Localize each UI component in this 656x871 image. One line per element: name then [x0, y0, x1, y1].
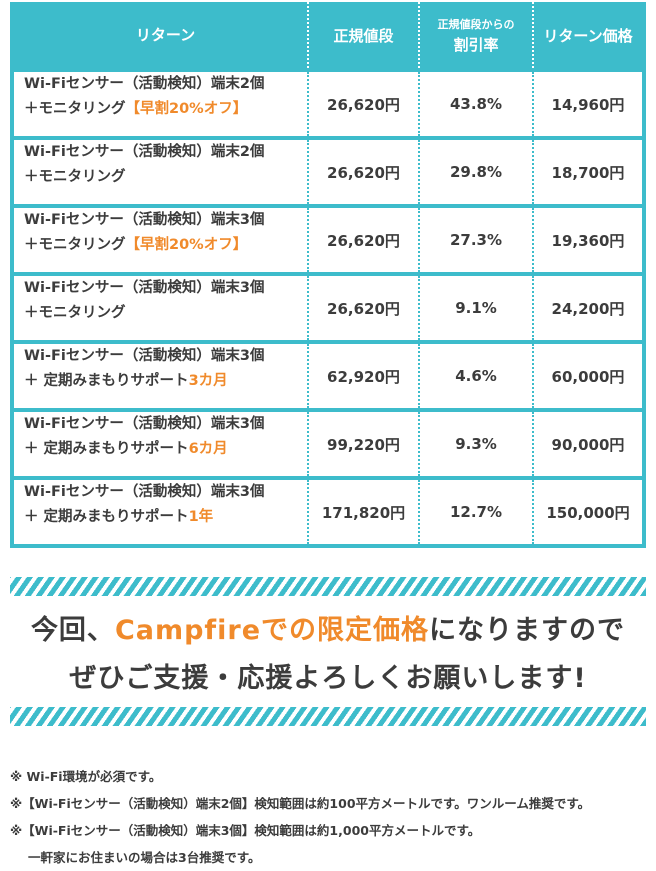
return-line2: ＋モニタリング【早割20%オフ】	[24, 233, 247, 258]
return-price: 18,700円	[532, 140, 642, 204]
note: ※【Wi-Fiセンサー（活動検知）端末3個】検知範囲は約1,000平方メートルで…	[10, 823, 481, 838]
return-highlight: 【早割20%オフ】	[125, 101, 248, 117]
return-line2-text: ＋モニタリング	[24, 101, 126, 117]
header-discount-line2: 割引率	[453, 36, 499, 54]
return-line1: Wi-Fiセンサー（活動検知）端末3個	[24, 348, 265, 364]
discount-rate: 43.8%	[418, 72, 532, 136]
header-return: リターン	[135, 25, 196, 44]
return-line1: Wi-Fiセンサー（活動検知）端末3個	[24, 416, 265, 432]
regular-price: 62,920円	[307, 344, 418, 408]
notes: ※ Wi-Fi環境が必須です。 ※【Wi-Fiセンサー（活動検知）端末2個】検知…	[10, 763, 590, 871]
return-line2-text: ＋モニタリング	[24, 305, 126, 321]
banner-text-post: になりますので	[429, 615, 626, 646]
return-line2: ＋モニタリング【早割20%オフ】	[24, 97, 247, 122]
table-row: Wi-Fiセンサー（活動検知）端末3個 ＋モニタリング 26,620円 9.1%…	[14, 272, 642, 340]
return-line1: Wi-Fiセンサー（活動検知）端末3個	[24, 212, 265, 228]
return-name: Wi-Fiセンサー（活動検知）端末3個 ＋ 定期みまもりサポート6カ月	[14, 412, 307, 476]
table-header: リターン 正規値段 正規値段からの 割引率 リターン価格	[14, 2, 642, 68]
discount-rate: 4.6%	[418, 344, 532, 408]
return-price: 19,360円	[532, 208, 642, 272]
return-highlight: 3カ月	[188, 373, 228, 389]
return-line1: Wi-Fiセンサー（活動検知）端末3個	[24, 484, 265, 500]
return-name: Wi-Fiセンサー（活動検知）端末3個 ＋ 定期みまもりサポート3カ月	[14, 344, 307, 408]
discount-rate: 9.3%	[418, 412, 532, 476]
table-row: Wi-Fiセンサー（活動検知）端末2個 ＋モニタリング 26,620円 29.8…	[14, 136, 642, 204]
return-line2: ＋モニタリング	[24, 165, 126, 190]
return-name: Wi-Fiセンサー（活動検知）端末3個 ＋モニタリング	[14, 276, 307, 340]
regular-price: 171,820円	[307, 480, 418, 544]
pricing-table: リターン 正規値段 正規値段からの 割引率 リターン価格 Wi-Fiセンサー（活…	[10, 2, 646, 548]
regular-price: 26,620円	[307, 208, 418, 272]
return-line2-text: ＋モニタリング	[24, 237, 126, 253]
return-line2-text: ＋ 定期みまもりサポート	[24, 441, 189, 457]
stripe-divider-bottom	[10, 707, 646, 726]
return-line1: Wi-Fiセンサー（活動検知）端末2個	[24, 76, 265, 92]
regular-price: 26,620円	[307, 72, 418, 136]
regular-price: 99,220円	[307, 412, 418, 476]
note: 一軒家にお住まいの場合は3台推奨です。	[28, 850, 261, 865]
return-line2-text: ＋モニタリング	[24, 169, 126, 185]
table-row: Wi-Fiセンサー（活動検知）端末3個 ＋ 定期みまもりサポート6カ月 99,2…	[14, 408, 642, 476]
limited-price-banner: 今回、Campfireでの限定価格になりますので ぜひご支援・応援よろしくお願い…	[10, 607, 646, 703]
return-price: 60,000円	[532, 344, 642, 408]
return-highlight: 【早割20%オフ】	[125, 237, 248, 253]
header-return-price: リターン価格	[532, 2, 642, 68]
return-line2-text: ＋ 定期みまもりサポート	[24, 509, 189, 525]
banner-text-line2: ぜひご支援・応援よろしくお願いします!	[69, 663, 587, 694]
return-price: 150,000円	[532, 480, 642, 544]
return-line1: Wi-Fiセンサー（活動検知）端末3個	[24, 280, 265, 296]
return-price: 90,000円	[532, 412, 642, 476]
header-discount: 正規値段からの 割引率	[418, 2, 532, 68]
table-row: Wi-Fiセンサー（活動検知）端末3個 ＋モニタリング【早割20%オフ】 26,…	[14, 204, 642, 272]
table-row: Wi-Fiセンサー（活動検知）端末3個 ＋ 定期みまもりサポート1年 171,8…	[14, 476, 642, 544]
stripe-divider-top	[10, 577, 646, 596]
return-line2: ＋ 定期みまもりサポート6カ月	[24, 437, 228, 462]
return-name: Wi-Fiセンサー（活動検知）端末3個 ＋モニタリング【早割20%オフ】	[14, 208, 307, 272]
note: ※【Wi-Fiセンサー（活動検知）端末2個】検知範囲は約100平方メートルです。…	[10, 796, 591, 811]
return-line2: ＋モニタリング	[24, 301, 126, 326]
return-line1: Wi-Fiセンサー（活動検知）端末2個	[24, 144, 265, 160]
banner-text-highlight: Campfireでの限定価格	[114, 615, 430, 646]
return-price: 14,960円	[532, 72, 642, 136]
return-highlight: 6カ月	[188, 441, 228, 457]
regular-price: 26,620円	[307, 140, 418, 204]
regular-price: 26,620円	[307, 276, 418, 340]
discount-rate: 9.1%	[418, 276, 532, 340]
banner-text-pre: 今回、	[30, 615, 115, 646]
return-price: 24,200円	[532, 276, 642, 340]
table-row: Wi-Fiセンサー（活動検知）端末2個 ＋モニタリング【早割20%オフ】 26,…	[14, 68, 642, 136]
return-name: Wi-Fiセンサー（活動検知）端末2個 ＋モニタリング【早割20%オフ】	[14, 72, 307, 136]
discount-rate: 12.7%	[418, 480, 532, 544]
header-discount-line1: 正規値段からの	[437, 18, 515, 31]
table-row: Wi-Fiセンサー（活動検知）端末3個 ＋ 定期みまもりサポート3カ月 62,9…	[14, 340, 642, 408]
return-line2: ＋ 定期みまもりサポート3カ月	[24, 369, 228, 394]
discount-rate: 27.3%	[418, 208, 532, 272]
header-regular-price: 正規値段	[307, 2, 418, 68]
return-line2: ＋ 定期みまもりサポート1年	[24, 505, 213, 530]
discount-rate: 29.8%	[418, 140, 532, 204]
return-line2-text: ＋ 定期みまもりサポート	[24, 373, 189, 389]
return-name: Wi-Fiセンサー（活動検知）端末2個 ＋モニタリング	[14, 140, 307, 204]
return-name: Wi-Fiセンサー（活動検知）端末3個 ＋ 定期みまもりサポート1年	[14, 480, 307, 544]
return-highlight: 1年	[188, 509, 214, 525]
note: ※ Wi-Fi環境が必須です。	[10, 769, 162, 784]
